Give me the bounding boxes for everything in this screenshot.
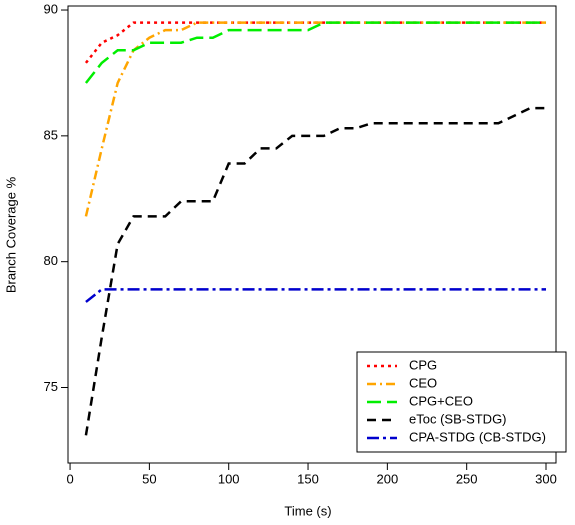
legend-label: CPA-STDG (CB-STDG) <box>409 429 546 444</box>
x-tick-label: 150 <box>297 471 319 486</box>
y-axis-label: Branch Coverage % <box>3 176 18 293</box>
legend-label: CPG+CEO <box>409 393 473 408</box>
y-tick-label: 75 <box>44 379 58 394</box>
series-line <box>84 106 547 436</box>
x-tick-label: 300 <box>535 471 557 486</box>
legend-label: CEO <box>409 375 437 390</box>
x-axis-label: Time (s) <box>284 503 331 518</box>
y-tick-label: 85 <box>44 127 58 142</box>
x-tick-label: 50 <box>142 471 156 486</box>
x-tick-label: 250 <box>456 471 478 486</box>
series-line <box>84 21 547 84</box>
plot-frame <box>67 5 557 464</box>
legend-box <box>356 351 567 453</box>
x-tick-label: 100 <box>218 471 240 486</box>
series-line <box>85 288 547 303</box>
x-tick-label: 200 <box>377 471 399 486</box>
x-tick-label: 0 <box>66 471 73 486</box>
legend-label: eToc (SB-STDG) <box>409 411 507 426</box>
y-tick-label: 80 <box>44 253 58 268</box>
series-line <box>84 21 547 217</box>
legend-label: CPG <box>409 357 437 372</box>
y-tick-label: 90 <box>44 1 58 16</box>
